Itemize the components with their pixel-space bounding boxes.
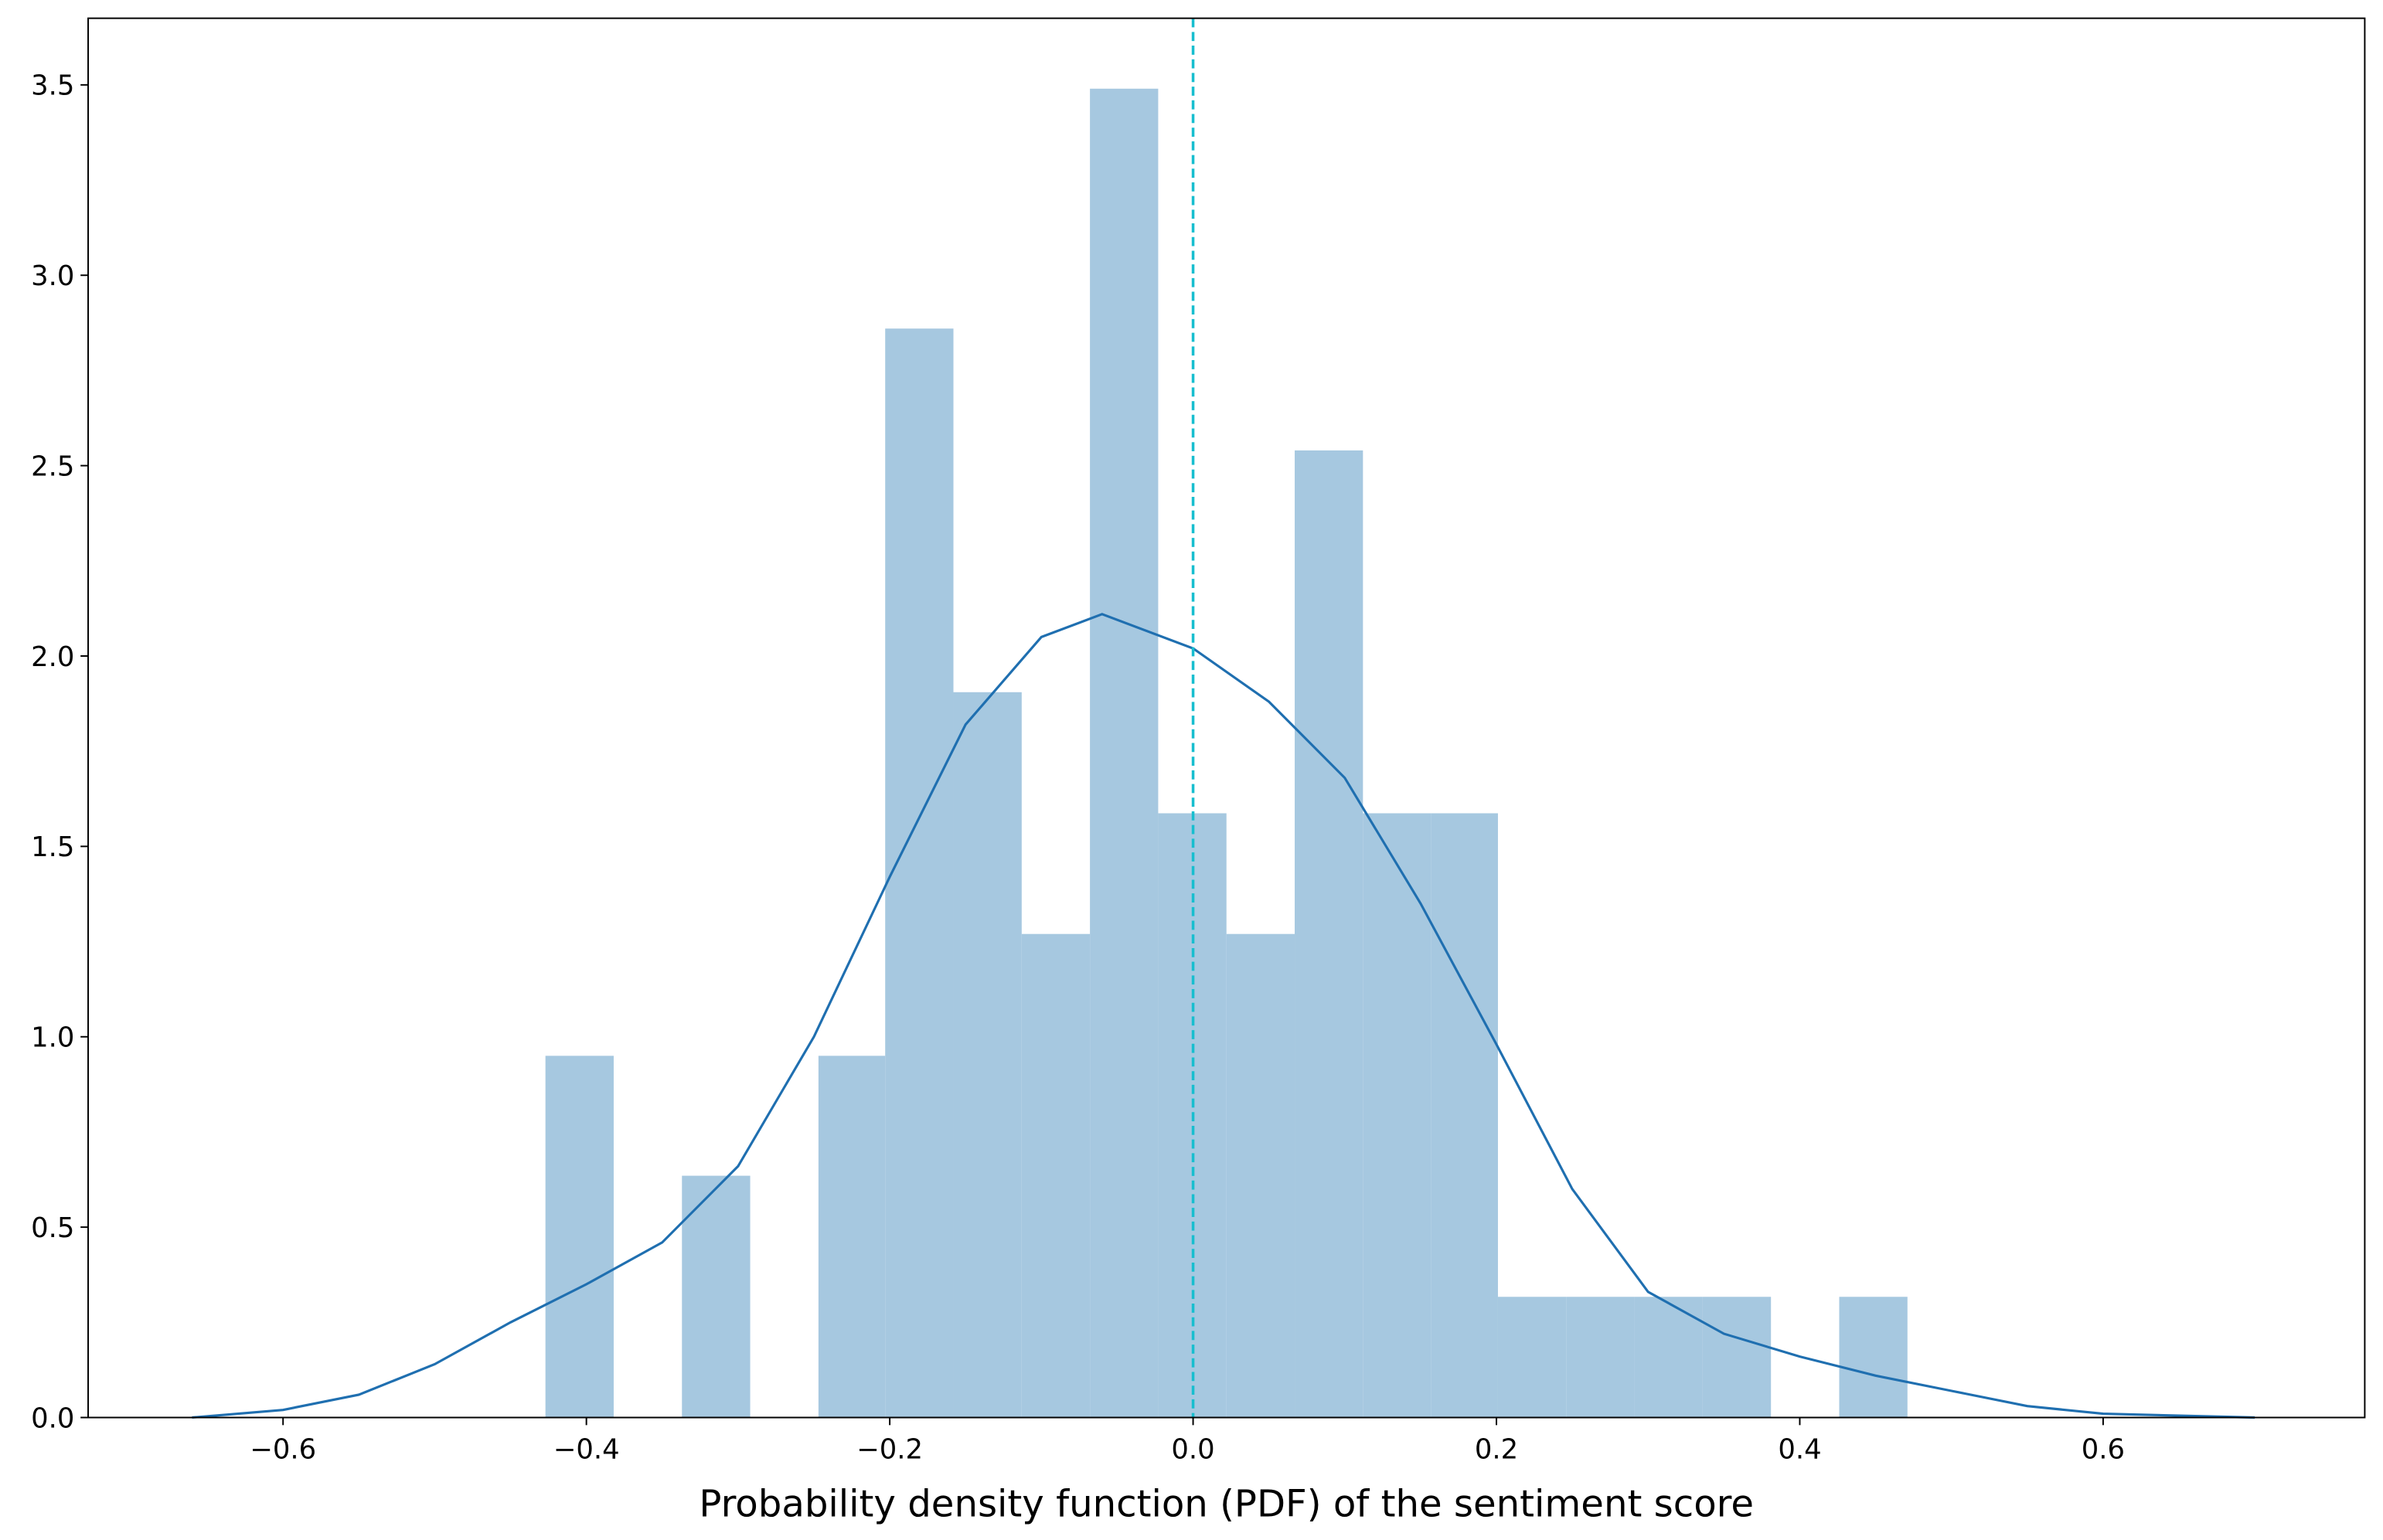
y-tick-label: 2.5 — [31, 450, 74, 482]
bar — [1839, 1297, 1908, 1418]
x-tick-label: −0.4 — [553, 1434, 620, 1466]
y-tick-label: 1.0 — [31, 1022, 74, 1054]
y-tick-label: 0.0 — [31, 1402, 74, 1434]
x-tick-label: 0.0 — [1171, 1434, 1214, 1466]
bar — [1566, 1297, 1635, 1418]
bar — [545, 1056, 614, 1418]
bar — [1497, 1297, 1567, 1418]
y-tick-label: 3.5 — [31, 70, 74, 102]
plot-frame — [87, 17, 2366, 1419]
bar — [953, 692, 1022, 1418]
bar — [1295, 450, 1363, 1418]
bar — [1702, 1297, 1772, 1418]
bar — [1431, 813, 1498, 1418]
bar — [1634, 1297, 1703, 1418]
bar — [1021, 933, 1091, 1418]
bar — [1363, 813, 1432, 1418]
x-tick-label: 0.2 — [1475, 1434, 1518, 1466]
x-axis-label: Probability density function (PDF) of th… — [699, 1482, 1754, 1525]
y-tick-label: 1.5 — [31, 831, 74, 863]
y-tick-label: 0.5 — [31, 1212, 74, 1244]
bar — [885, 328, 954, 1418]
x-tick-label: 0.4 — [1778, 1434, 1821, 1466]
bar — [1090, 88, 1159, 1418]
x-tick-label: −0.2 — [856, 1434, 923, 1466]
x-tick-label: 0.6 — [2082, 1434, 2125, 1466]
x-tick-label: −0.6 — [250, 1434, 316, 1466]
bar — [682, 1175, 751, 1418]
bar — [818, 1056, 886, 1418]
bar — [1226, 933, 1295, 1418]
y-tick-label: 3.0 — [31, 260, 74, 292]
y-tick-label: 2.0 — [31, 641, 74, 673]
